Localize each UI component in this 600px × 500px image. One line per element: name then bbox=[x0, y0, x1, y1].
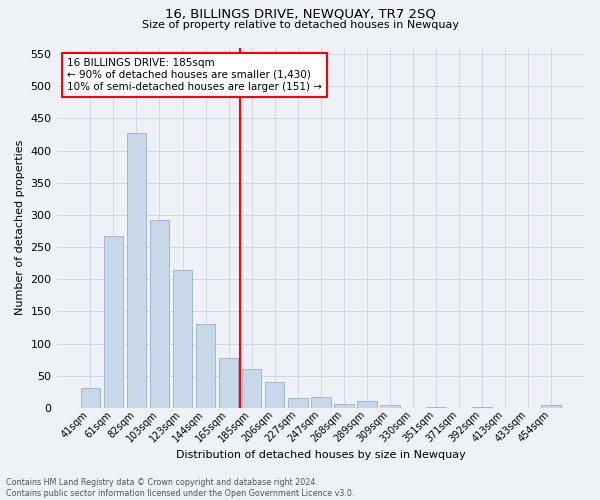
Bar bbox=[380, 405, 400, 408]
Bar bbox=[357, 401, 377, 408]
Text: 16 BILLINGS DRIVE: 185sqm
← 90% of detached houses are smaller (1,430)
10% of se: 16 BILLINGS DRIVE: 185sqm ← 90% of detac… bbox=[67, 58, 322, 92]
Bar bbox=[149, 220, 169, 408]
Bar bbox=[219, 358, 238, 408]
X-axis label: Distribution of detached houses by size in Newquay: Distribution of detached houses by size … bbox=[176, 450, 466, 460]
Bar bbox=[288, 398, 308, 408]
Bar bbox=[311, 397, 331, 408]
Text: Size of property relative to detached houses in Newquay: Size of property relative to detached ho… bbox=[142, 20, 458, 30]
Bar bbox=[242, 370, 262, 408]
Y-axis label: Number of detached properties: Number of detached properties bbox=[15, 140, 25, 316]
Text: 16, BILLINGS DRIVE, NEWQUAY, TR7 2SQ: 16, BILLINGS DRIVE, NEWQUAY, TR7 2SQ bbox=[164, 8, 436, 20]
Bar bbox=[80, 388, 100, 408]
Bar bbox=[541, 405, 561, 408]
Bar bbox=[426, 407, 446, 408]
Bar bbox=[127, 133, 146, 408]
Bar bbox=[173, 270, 193, 408]
Text: Contains HM Land Registry data © Crown copyright and database right 2024.
Contai: Contains HM Land Registry data © Crown c… bbox=[6, 478, 355, 498]
Bar bbox=[104, 236, 123, 408]
Bar bbox=[472, 407, 492, 408]
Bar bbox=[334, 404, 353, 408]
Bar bbox=[265, 382, 284, 408]
Bar bbox=[196, 324, 215, 408]
